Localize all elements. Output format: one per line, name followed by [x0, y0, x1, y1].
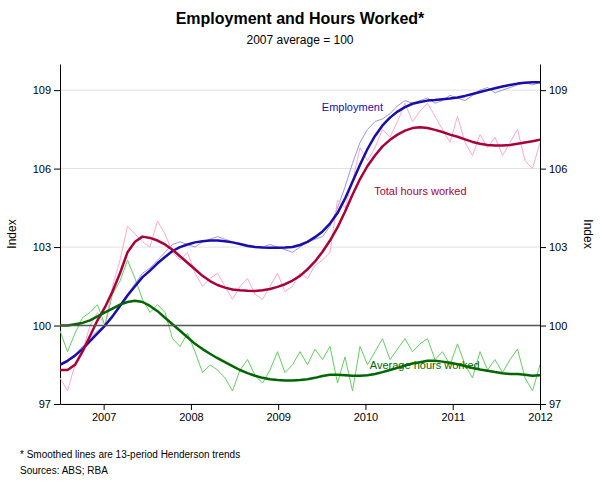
- y2-axis-title: Index: [581, 219, 595, 248]
- y2-axis: 97 100 103 106 109: [540, 65, 567, 411]
- tick-label: 2012: [528, 411, 552, 423]
- tick-mark: [191, 404, 192, 410]
- tick: 106: [33, 163, 60, 175]
- annotation: Employment: [322, 101, 383, 113]
- tick: 109: [33, 84, 60, 96]
- series-line: [60, 82, 540, 364]
- annotations: Employment Total hours worked Average hour…: [322, 101, 480, 371]
- series-line: [60, 127, 540, 370]
- subtitle: 2007 average = 100: [246, 33, 353, 47]
- tick-label: 2008: [179, 411, 203, 423]
- tick-mark: [54, 404, 60, 405]
- tick-label: 2010: [354, 411, 378, 423]
- title: Employment and Hours Worked*: [176, 10, 425, 27]
- plot: 2007200820092010201120129710010310610997…: [33, 65, 568, 423]
- tick-label: 103: [549, 241, 567, 253]
- tick-mark: [453, 404, 454, 410]
- annotation: Average hours worked: [370, 359, 480, 371]
- tick-label: 100: [549, 320, 567, 332]
- tick-mark: [278, 404, 279, 410]
- grid-line: [60, 325, 540, 326]
- tick-mark: [540, 326, 546, 327]
- x-axis-line: [61, 404, 541, 405]
- series-line: [60, 82, 540, 364]
- tick: 2010: [354, 404, 378, 423]
- tick-mark: [365, 404, 366, 410]
- tick-label: 100: [33, 320, 51, 332]
- chart: Employment and Hours Worked* 2007 average…: [0, 0, 600, 484]
- y2-axis-line: [540, 65, 541, 405]
- tick-label: 97: [549, 398, 561, 410]
- reference-line: [60, 325, 540, 327]
- grid-line: [60, 90, 540, 91]
- tick-mark: [54, 169, 60, 170]
- x-axis: 2007 2008 2009 2010 2011 2012: [61, 404, 553, 423]
- y-axis-line: [60, 65, 61, 405]
- y-axis-title: Index: [5, 219, 19, 248]
- tick-label: 2007: [92, 411, 116, 423]
- tick-label: 109: [549, 84, 567, 96]
- annotation: Total hours worked: [374, 185, 466, 197]
- tick: 97: [39, 398, 60, 410]
- tick-label: 2009: [266, 411, 290, 423]
- tick-mark: [540, 404, 546, 405]
- tick-label: 106: [549, 163, 567, 175]
- tick-mark: [104, 404, 105, 410]
- tick: 2008: [179, 404, 203, 423]
- tick: 103: [540, 241, 567, 253]
- tick: 2011: [441, 404, 465, 423]
- tick: 106: [540, 163, 567, 175]
- source: Sources: ABS; RBA: [20, 465, 108, 476]
- tick-label: 109: [33, 84, 51, 96]
- series-line: [60, 301, 540, 381]
- series-line: [60, 103, 540, 391]
- tick-label: 2011: [441, 411, 465, 423]
- tick-mark: [540, 90, 546, 91]
- tick: 100: [33, 320, 60, 332]
- tick: 103: [33, 241, 60, 253]
- tick: 109: [540, 84, 567, 96]
- tick-mark: [54, 247, 60, 248]
- tick: 2009: [266, 404, 290, 423]
- marks: [60, 82, 540, 391]
- tick-mark: [540, 169, 546, 170]
- tick-mark: [54, 326, 60, 327]
- series-line: [60, 260, 540, 391]
- tick: 100: [540, 320, 567, 332]
- grid-line: [60, 168, 540, 169]
- footnote: * Smoothed lines are 13-period Henderson…: [20, 449, 240, 460]
- tick: 2007: [92, 404, 116, 423]
- tick-label: 106: [33, 163, 51, 175]
- tick: 97: [540, 398, 561, 410]
- tick-mark: [540, 247, 546, 248]
- tick-label: 97: [39, 398, 51, 410]
- tick-label: 103: [33, 241, 51, 253]
- grid-line: [60, 404, 540, 405]
- tick-mark: [54, 90, 60, 91]
- y-axis: 97 100 103 106 109: [33, 65, 61, 411]
